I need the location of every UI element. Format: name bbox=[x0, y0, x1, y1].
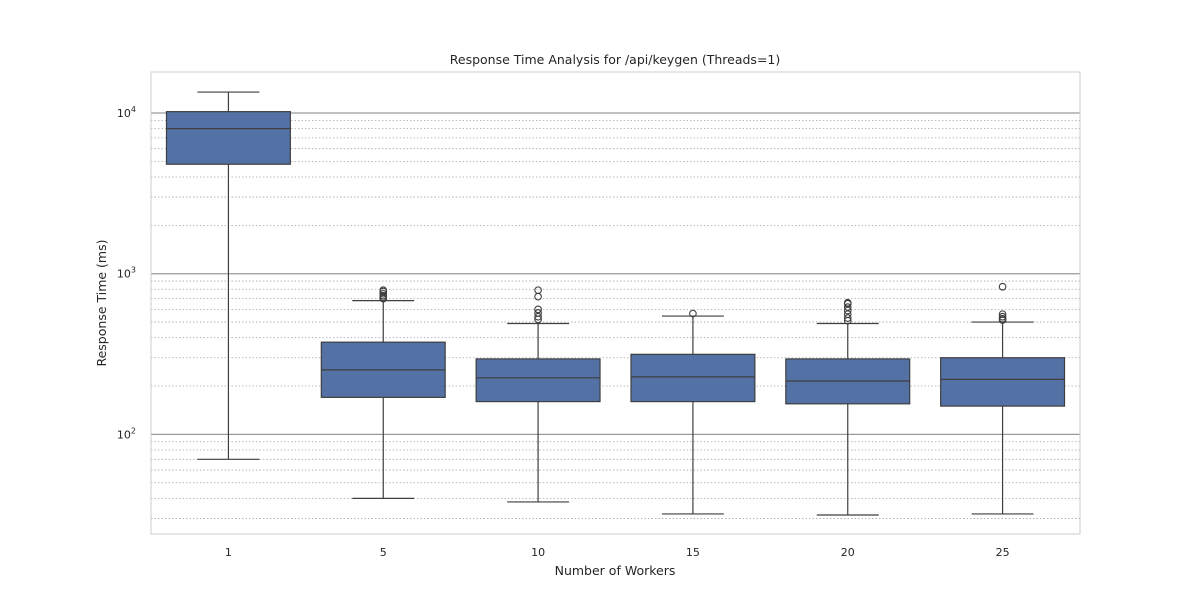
x-tick-label: 10 bbox=[531, 546, 545, 559]
x-tick-label: 1 bbox=[225, 546, 232, 559]
outlier-point bbox=[534, 286, 542, 295]
box-group-25 bbox=[940, 282, 1066, 515]
iqr-box bbox=[165, 111, 291, 165]
outlier-point bbox=[689, 309, 697, 318]
x-axis-label: Number of Workers bbox=[555, 563, 676, 578]
plot-area-frame bbox=[150, 71, 1081, 535]
x-tick-label: 15 bbox=[686, 546, 700, 559]
x-tick-label: 25 bbox=[996, 546, 1010, 559]
outlier-point bbox=[534, 305, 542, 314]
outlier-point bbox=[843, 298, 852, 307]
chart-title: Response Time Analysis for /api/keygen (… bbox=[450, 52, 781, 67]
x-tick-label: 20 bbox=[841, 546, 855, 559]
outlier-point bbox=[843, 303, 852, 311]
box-layer bbox=[165, 91, 1066, 516]
y-tick-label: 103 bbox=[117, 266, 136, 281]
x-tick-label: 5 bbox=[380, 546, 387, 559]
box-group-15 bbox=[630, 309, 756, 515]
outlier-point bbox=[534, 312, 542, 321]
y-tick-label: 104 bbox=[117, 105, 136, 120]
iqr-box bbox=[475, 358, 601, 403]
iqr-box bbox=[630, 353, 756, 403]
box-group-20 bbox=[785, 298, 911, 516]
box-group-10 bbox=[475, 286, 601, 503]
outlier-point bbox=[534, 309, 542, 317]
outlier-point bbox=[998, 282, 1007, 291]
y-tick-label: 102 bbox=[117, 426, 136, 441]
y-axis-label: Response Time (ms) bbox=[94, 239, 109, 366]
outlier-point bbox=[843, 314, 852, 322]
outlier-point bbox=[379, 289, 388, 298]
grid-layer bbox=[151, 112, 1080, 519]
box-group-5 bbox=[320, 286, 446, 499]
outlier-point bbox=[998, 312, 1007, 321]
box-group-1 bbox=[165, 91, 291, 460]
outlier-point bbox=[998, 310, 1007, 319]
iqr-box bbox=[940, 357, 1066, 407]
outlier-point bbox=[379, 286, 388, 295]
